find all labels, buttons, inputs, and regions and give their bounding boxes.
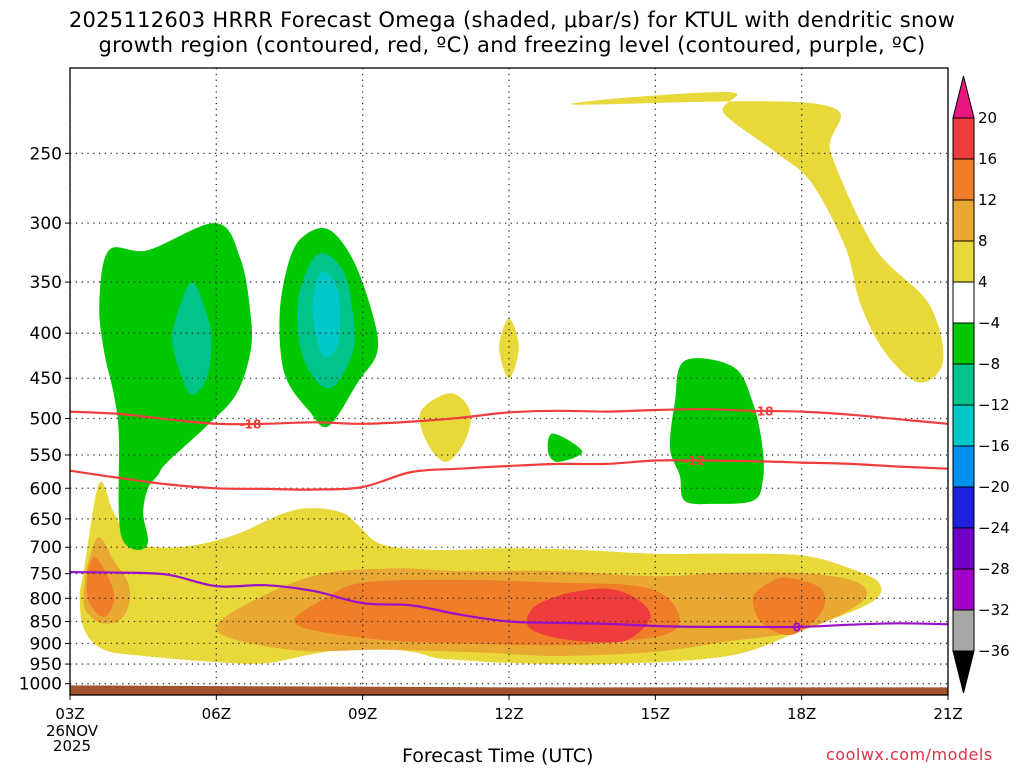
chart-title-line-2: growth region (contoured, red, ºC) and f… [98,33,926,57]
y-tick-label-450: 450 [30,369,62,389]
x-start-date-0: 26NOV [46,722,99,740]
x-tick-label-09Z: 09Z [348,705,377,723]
omega-region-8 [752,577,826,636]
colorbar-label-1: 16 [978,150,997,168]
colorbar-label-0: 20 [978,109,997,127]
colorbar: 20 16 12 8 4 −4 −8 −12 −16 −20 −24 −28 −32 −36 [952,75,1010,694]
colorbar-box-1 [952,158,975,201]
contour-line-2 [70,571,948,629]
contour-label-0-0: -18 [240,417,262,431]
colorbar-label-7: −12 [978,396,1010,414]
y-tick-label-700: 700 [30,538,62,558]
y-tick-label-800: 800 [30,589,62,609]
y-tick-label-350: 350 [30,273,62,293]
colorbar-label-5: −4 [978,314,1000,332]
omega-region-14 [172,282,212,395]
x-tick-label-03Z: 03Z [55,705,84,723]
colorbar-label-6: −8 [978,355,1000,373]
x-tick-label-12Z: 12Z [494,705,523,723]
y-tick-label-1000: 1000 [19,675,62,695]
x-tick-label-15Z: 15Z [641,705,670,723]
colorbar-label-13: −36 [978,642,1010,660]
y-tick-label-600: 600 [30,479,62,499]
colorbar-label-11: −28 [978,560,1010,578]
colorbar-bottom-arrow [952,650,975,694]
omega-region-12 [669,358,764,505]
colorbar-box-12 [952,609,975,652]
omega-region-16 [312,271,341,358]
colorbar-label-10: −24 [978,519,1010,537]
y-tick-label-250: 250 [30,144,62,164]
y-tick-label-300: 300 [30,214,62,234]
colorbar-box-9 [952,486,975,529]
plot-area: -18 -18 -12 0 [70,68,948,695]
axes: 2503003504004505005506006507007508008509… [19,144,963,755]
x-axis-title: Forecast Time (UTC) [402,745,594,767]
colorbar-label-4: 4 [978,273,988,291]
contour-label-1-0: -12 [684,454,706,468]
y-tick-label-850: 850 [30,613,62,633]
colorbar-label-3: 8 [978,232,988,250]
colorbar-box-7 [952,404,975,447]
x-tick-label-06Z: 06Z [202,705,231,723]
y-tick-label-550: 550 [30,446,62,466]
colorbar-label-8: −16 [978,437,1010,455]
x-tick-label-18Z: 18Z [787,705,816,723]
omega-region-10 [99,223,253,551]
y-tick-label-750: 750 [30,565,62,585]
omega-region-3 [499,318,519,379]
y-tick-label-950: 950 [30,655,62,675]
colorbar-box-3 [952,240,975,283]
terrain-surface [70,685,948,695]
colorbar-label-9: −20 [978,478,1010,496]
colorbar-box-11 [952,568,975,611]
y-tick-label-500: 500 [30,410,62,430]
y-tick-label-400: 400 [30,324,62,344]
y-tick-label-650: 650 [30,510,62,530]
colorbar-box-5 [952,322,975,365]
source-credit: coolwx.com/models [826,745,993,764]
chart-title-line-1: 2025112603 HRRR Forecast Omega (shaded, … [68,8,956,32]
colorbar-box-2 [952,199,975,242]
contour-label-0-1: -18 [752,404,774,418]
y-tick-label-900: 900 [30,634,62,654]
colorbar-box-6 [952,363,975,406]
omega-region-2 [419,393,471,462]
colorbar-box-0 [952,117,975,160]
x-start-date-1: 2025 [53,737,91,755]
colorbar-label-12: −32 [978,601,1010,619]
colorbar-top-arrow [952,75,975,119]
x-tick-label-21Z: 21Z [933,705,962,723]
omega-region-13 [547,433,583,462]
omega-region-9 [526,588,651,643]
colorbar-label-2: 12 [978,191,997,209]
contour-label-2-0: 0 [793,620,801,634]
omega-region-0 [571,91,944,383]
colorbar-box-8 [952,445,975,488]
contour-line-1 [70,459,948,491]
colorbar-box-10 [952,527,975,570]
colorbar-box-4 [952,281,975,324]
contour-line-0 [70,408,948,426]
